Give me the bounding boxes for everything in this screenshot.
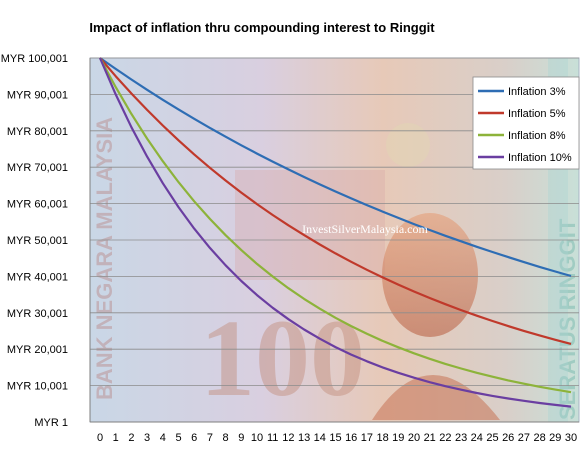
series-layer — [98, 57, 572, 408]
series-line-4 — [98, 57, 572, 408]
x-tick-label: 29 — [549, 432, 561, 444]
x-tick-label: 21 — [424, 432, 436, 444]
x-tick-label: 12 — [282, 432, 294, 444]
x-tick-label: 27 — [518, 432, 530, 444]
x-tick-label: 9 — [238, 432, 244, 444]
y-tick-label: MYR 30,001 — [7, 308, 68, 320]
x-tick-label: 10 — [251, 432, 263, 444]
x-tick-label: 8 — [223, 432, 229, 444]
legend-label: Inflation 5% — [508, 108, 566, 120]
y-tick-label: MYR 100,001 — [1, 53, 68, 65]
x-tick-label: 4 — [160, 432, 166, 444]
x-tick-label: 15 — [329, 432, 341, 444]
legend-label: Inflation 10% — [508, 152, 572, 164]
series-line-2 — [99, 57, 572, 345]
x-tick-label: 6 — [191, 432, 197, 444]
y-tick-labels: MYR 1 MYR 10,001 MYR 20,001 MYR 30,001 MYR 4… — [1, 53, 68, 429]
y-tick-label: MYR 1 — [34, 417, 68, 429]
x-tick-label: 17 — [361, 432, 373, 444]
x-tick-label: 16 — [345, 432, 357, 444]
legend: Inflation 3% Inflation 5% Inflation 8% Infl… — [472, 76, 580, 170]
legend-box — [472, 76, 580, 170]
y-tick-label: MYR 20,001 — [7, 344, 68, 356]
y-tick-label: MYR 80,001 — [7, 126, 68, 138]
svg-text:SERATUS RINGGIT: SERATUS RINGGIT — [555, 218, 580, 420]
x-tick-label: 24 — [471, 432, 483, 444]
x-tick-label: 20 — [408, 432, 420, 444]
y-tick-label: MYR 60,001 — [7, 199, 68, 211]
x-tick-label: 0 — [97, 432, 103, 444]
legend-label: Inflation 3% — [508, 86, 566, 98]
chart-title: Impact of inflation thru compounding int… — [89, 20, 435, 35]
x-tick-label: 26 — [502, 432, 514, 444]
x-tick-label: 28 — [533, 432, 545, 444]
x-tick-label: 13 — [298, 432, 310, 444]
x-tick-label: 1 — [113, 432, 119, 444]
series-line-1 — [99, 57, 572, 278]
x-tick-labels: 0 1 2 3 4 5 6 7 8 9 10 11 12 13 14 15 16 17 18 19 20 21 22 23 24… — [97, 432, 577, 444]
x-tick-label: 7 — [207, 432, 213, 444]
x-tick-label: 18 — [376, 432, 388, 444]
x-tick-label: 5 — [175, 432, 181, 444]
series-line-3 — [99, 57, 572, 394]
y-tick-label: MYR 50,001 — [7, 235, 68, 247]
watermark-text: InvestSilverMalaysia.com — [302, 222, 428, 236]
y-tick-label: MYR 70,001 — [7, 162, 68, 174]
x-tick-label: 19 — [392, 432, 404, 444]
x-tick-label: 30 — [565, 432, 577, 444]
svg-text:BANK NEGARA MALAYSIA: BANK NEGARA MALAYSIA — [92, 117, 117, 400]
y-tick-label: MYR 40,001 — [7, 271, 68, 283]
x-tick-label: 2 — [128, 432, 134, 444]
y-tick-label: MYR 10,001 — [7, 381, 68, 393]
y-tick-label: MYR 90,001 — [7, 89, 68, 101]
legend-label: Inflation 8% — [508, 130, 566, 142]
x-tick-label: 25 — [486, 432, 498, 444]
x-tick-label: 22 — [439, 432, 451, 444]
x-tick-label: 14 — [314, 432, 326, 444]
x-tick-label: 3 — [144, 432, 150, 444]
x-tick-label: 23 — [455, 432, 467, 444]
x-tick-label: 11 — [267, 432, 278, 444]
svg-text:100: 100 — [200, 297, 365, 419]
